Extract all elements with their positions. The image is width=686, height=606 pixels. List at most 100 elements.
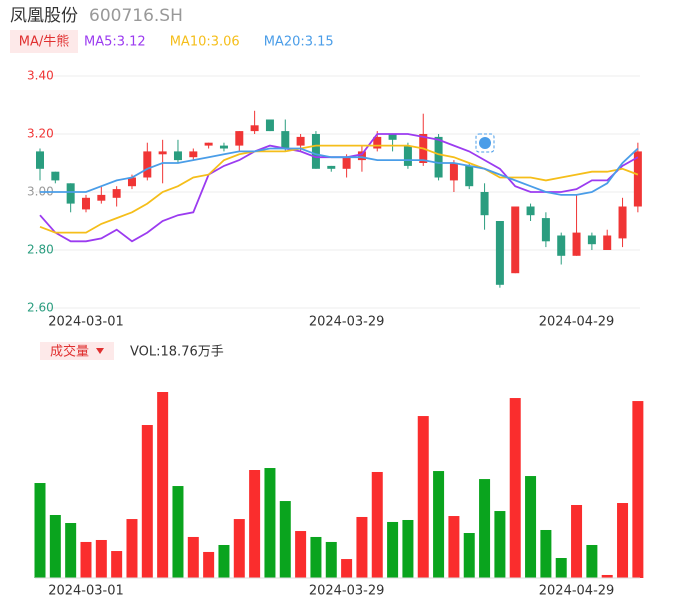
volume-bar: [249, 470, 261, 578]
candle-body: [495, 221, 504, 285]
volume-bar: [525, 476, 537, 578]
volume-label: VOL:18.76万手: [130, 345, 224, 360]
volume-bar: [341, 559, 353, 578]
candle-body: [618, 206, 627, 239]
volume-bar: [586, 544, 598, 578]
volume-bar: [371, 471, 383, 578]
y-tick-label: 2.80: [27, 243, 54, 257]
y-tick-label: 2.60: [27, 301, 54, 315]
ma-line: [40, 147, 639, 196]
volume-bar: [187, 536, 199, 578]
volume-bar: [95, 539, 107, 578]
candle-body: [449, 163, 458, 181]
volume-bar: [433, 471, 445, 578]
candle-body: [434, 136, 443, 178]
x-tick-label: 2024-03-01: [48, 315, 124, 330]
volume-bar: [617, 503, 629, 578]
volume-bar: [172, 486, 184, 578]
candle-body: [250, 125, 259, 132]
volume-bar: [49, 514, 61, 578]
x-tick-label: 2024-03-29: [309, 315, 385, 330]
volume-bar: [264, 468, 276, 578]
candle-body: [465, 165, 474, 187]
volume-bar: [601, 574, 613, 578]
candle-body: [388, 134, 397, 140]
candle-body: [526, 206, 535, 216]
candle-body: [511, 206, 520, 274]
marker-icon[interactable]: [475, 133, 495, 153]
candle-body: [204, 142, 213, 146]
volume-bar: [463, 533, 475, 578]
legend-entry: MA5:3.12: [84, 35, 146, 50]
candle-body: [158, 151, 167, 155]
candle-body: [127, 177, 136, 187]
volume-bar: [540, 529, 552, 578]
volume-bar: [402, 519, 414, 578]
volume-bar: [157, 392, 169, 578]
volume-bar: [325, 541, 337, 578]
candle-body: [81, 197, 90, 210]
volume-bar: [295, 531, 307, 578]
x-tick-label: 2024-03-29: [309, 584, 385, 599]
stock-name: 凤凰股份: [10, 6, 78, 26]
candle-body: [572, 232, 581, 256]
y-tick-label: 3.20: [27, 127, 54, 141]
volume-bar: [555, 558, 567, 578]
volume-bar: [80, 541, 92, 578]
candle-body: [143, 151, 152, 178]
volume-bar: [34, 483, 46, 578]
candle-body: [603, 235, 612, 250]
candle-body: [66, 183, 75, 204]
volume-bar: [448, 516, 460, 578]
candle-body: [327, 165, 336, 169]
volume-indicator[interactable]: 成交量: [50, 344, 89, 360]
candle-body: [189, 151, 198, 158]
stock-code: 600716.SH: [89, 6, 183, 26]
candle-body: [557, 235, 566, 256]
volume-bar: [111, 551, 123, 578]
legend-entry: MA10:3.06: [170, 35, 240, 50]
x-tick-label: 2024-04-29: [539, 584, 615, 599]
candle-body: [373, 136, 382, 149]
volume-bar: [571, 504, 583, 578]
volume-bar: [310, 536, 322, 578]
volume-bar: [509, 398, 521, 578]
dropdown-arrow[interactable]: [96, 348, 104, 354]
candle-body: [112, 189, 121, 198]
indicator-button[interactable]: [10, 30, 78, 53]
volume-bar: [279, 501, 291, 578]
volume-bar: [141, 425, 153, 578]
indicator-label[interactable]: MA/牛熊: [19, 34, 70, 50]
candle-body: [235, 131, 244, 146]
ma-line: [39, 144, 639, 234]
candle-body: [342, 157, 351, 169]
volume-bar: [126, 519, 138, 578]
candle-body: [541, 218, 550, 242]
volume-button[interactable]: [40, 342, 114, 360]
volume-bar: [65, 523, 77, 578]
volume-bar: [479, 479, 491, 578]
candle-body: [97, 194, 106, 201]
candle-body: [311, 134, 320, 169]
candle-body: [296, 136, 305, 146]
volume-bar: [203, 551, 215, 578]
volume-bar: [356, 516, 368, 578]
legend-entry: MA20:3.15: [264, 35, 334, 50]
volume-bar: [494, 511, 506, 578]
candle-body: [281, 131, 290, 149]
candle-body: [219, 145, 228, 149]
candle-body: [36, 151, 44, 169]
volume-bar: [233, 519, 245, 578]
candle-body: [357, 151, 366, 161]
candle-body: [51, 171, 60, 181]
candle-body: [403, 145, 412, 166]
x-tick-label: 2024-04-29: [539, 315, 615, 330]
volume-bar: [417, 416, 429, 578]
candle-body: [173, 151, 182, 161]
y-tick-label: 3.40: [27, 69, 54, 83]
x-tick-label: 2024-03-01: [48, 584, 124, 599]
candle-body: [633, 151, 642, 207]
volume-bar: [387, 521, 399, 578]
candle-body: [265, 119, 274, 132]
